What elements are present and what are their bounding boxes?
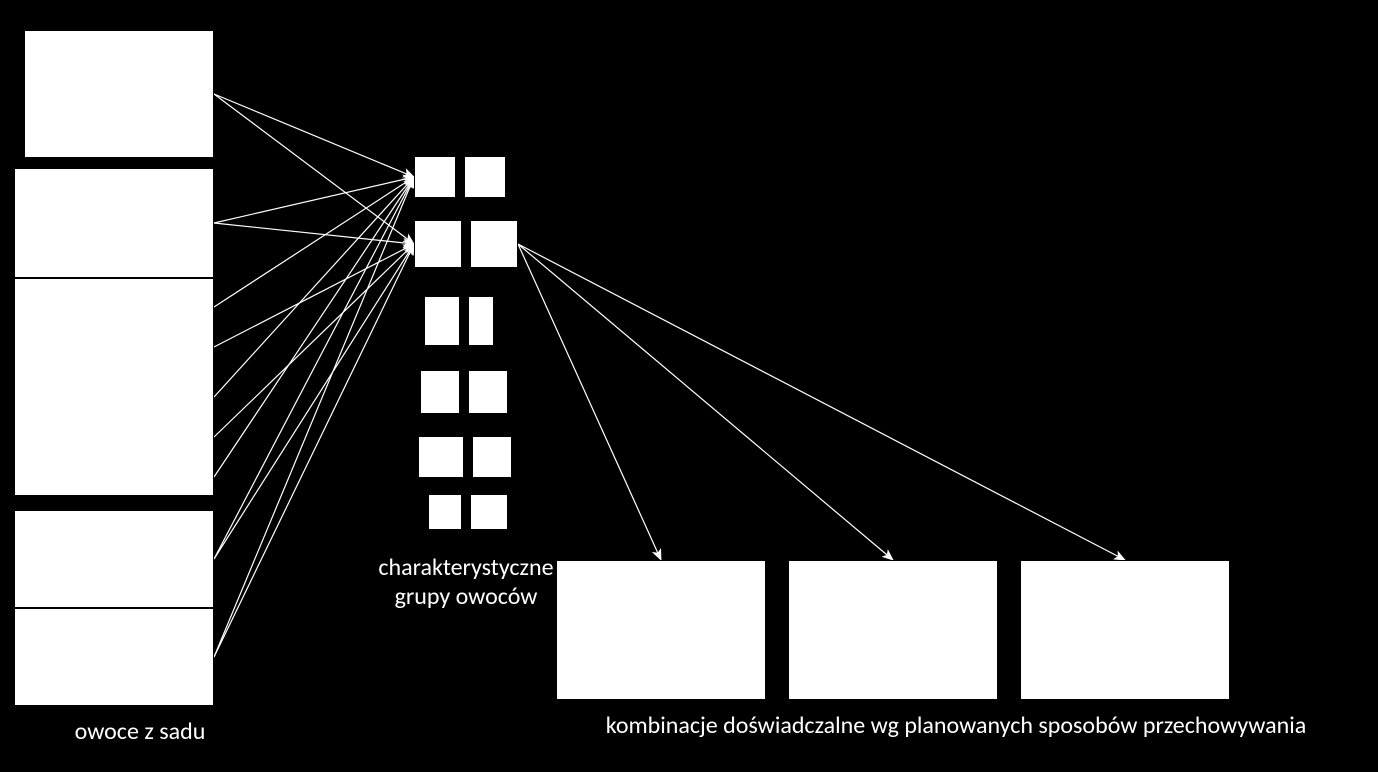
- right-label: kombinacje doświadczalne wg planowanych …: [556, 712, 1356, 741]
- middle-box: [424, 296, 460, 346]
- left-box: [14, 168, 214, 278]
- middle-label-line2: grupy owoców: [395, 582, 538, 611]
- middle-box: [428, 494, 462, 530]
- middle-box: [468, 296, 494, 346]
- left-box: [14, 510, 214, 608]
- left-label: owoce z sadu: [40, 718, 240, 747]
- middle-box: [472, 436, 512, 478]
- left-box: [14, 608, 214, 706]
- middle-box: [470, 220, 518, 268]
- left-box: [24, 30, 214, 158]
- right-box: [1020, 560, 1230, 700]
- middle-box: [468, 370, 508, 414]
- left-box: [14, 278, 214, 496]
- middle-box: [418, 436, 464, 478]
- middle-box: [464, 156, 506, 198]
- middle-label-line1: charakterystyczne: [378, 553, 553, 582]
- middle-box: [414, 156, 456, 198]
- right-box: [556, 560, 766, 700]
- middle-label: charakterystyczne grupy owoców: [346, 554, 586, 612]
- middle-box: [470, 494, 508, 530]
- middle-box: [420, 370, 460, 414]
- right-box: [788, 560, 998, 700]
- middle-box: [414, 220, 462, 268]
